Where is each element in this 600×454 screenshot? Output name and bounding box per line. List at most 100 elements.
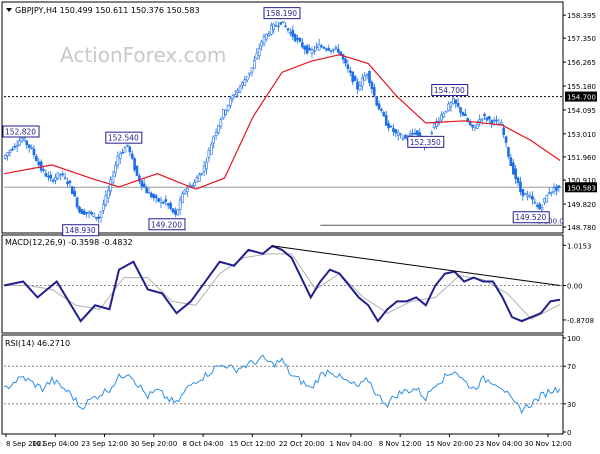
candle-body [97, 216, 100, 219]
x-axis-label: 15 Nov 20:00 [426, 440, 473, 448]
candle-body [253, 59, 256, 69]
candle-body [432, 123, 436, 128]
candle-body [495, 119, 498, 122]
candle-body [507, 147, 510, 157]
candle-body [44, 173, 48, 177]
candle-body [516, 177, 520, 184]
candle-body [464, 113, 467, 117]
candle-body [526, 194, 529, 197]
candle-body [212, 136, 215, 144]
symbol-dropdown-icon[interactable] [6, 8, 12, 12]
candle-body [205, 161, 208, 170]
candle-body [511, 162, 515, 175]
candle-body [260, 41, 263, 47]
macd-series [3, 244, 563, 323]
candle-body [186, 187, 189, 192]
price-callout-box [2, 125, 40, 138]
candle-body [174, 210, 177, 215]
candle-body [198, 174, 201, 182]
candle-body [346, 64, 350, 70]
candle-body [82, 210, 86, 215]
candle-body [552, 187, 556, 192]
candle-body [531, 195, 534, 200]
candle-body [111, 175, 115, 184]
price-tick-label: 153.010 [567, 131, 596, 139]
candle-body [377, 103, 381, 110]
macd-tick-label: -0.8708 [567, 317, 594, 325]
candle-body [303, 46, 307, 50]
price-callout-label: 152.350 [410, 138, 441, 147]
candle-body [329, 50, 333, 52]
candle-body [499, 122, 503, 125]
candle-body [473, 125, 477, 129]
candle-body [106, 189, 110, 199]
candle-body [166, 203, 170, 206]
candle-body [543, 198, 546, 203]
candle-body [126, 144, 129, 147]
candle-body [353, 76, 357, 81]
candle-body [109, 179, 112, 192]
candle-body [51, 179, 55, 182]
candle-body [265, 33, 268, 40]
candle-body [193, 182, 196, 186]
candle-body [20, 137, 24, 142]
callout-layer: 152.820 148.930 152.540 149.200 158.190 152.3… [2, 7, 550, 237]
candle-body [233, 94, 237, 98]
x-axis-label: 1 Nov 04:00 [330, 440, 373, 448]
candle-body [27, 144, 31, 148]
candle-body [384, 115, 388, 126]
candle-body [440, 114, 443, 121]
candle-body [169, 202, 172, 209]
rsi-panel-header: RSI(14) 46.2710 [5, 339, 70, 348]
candle-body [535, 205, 539, 207]
candle-body [301, 42, 304, 48]
candle-body [540, 206, 544, 210]
macd-tick-label: 1.0153 [567, 242, 592, 250]
price-callout-label: 148.930 [65, 226, 96, 235]
x-axis-label: 23 Sep 12:00 [81, 440, 128, 448]
macd-zero-marker [565, 280, 589, 291]
candle-body [221, 109, 225, 119]
candle-body [78, 206, 81, 213]
price-callout-label: 149.200 [151, 220, 182, 229]
candle-body [133, 158, 136, 171]
candle-body [279, 22, 283, 25]
x-axis-label: 15 Oct 12:00 [230, 440, 276, 448]
candle-body [171, 208, 175, 213]
candle-body [195, 177, 199, 183]
candle-body [30, 147, 33, 149]
candle-body [154, 195, 158, 198]
price-callout-box [512, 211, 550, 224]
candle-body [150, 193, 153, 198]
candle-body [449, 102, 453, 107]
x-axis-label: 22 Oct 20:00 [279, 440, 325, 448]
candle-body [183, 189, 187, 194]
candle-body [61, 173, 65, 176]
candle-body [104, 195, 108, 206]
candle-body [116, 156, 120, 166]
candle-body [447, 103, 450, 111]
candle-body [267, 33, 271, 36]
candle-body [3, 154, 7, 159]
current-price-marker [565, 182, 597, 193]
candle-body [317, 43, 321, 51]
main-panel-frame [1, 1, 564, 234]
candle-body [123, 147, 127, 153]
candle-body [315, 45, 319, 48]
candle-body [523, 192, 527, 195]
axis-layer: 158.395 157.350 156.265 155.180 154.095 153.0… [5, 12, 597, 448]
candle-body [514, 168, 517, 180]
candle-body [42, 169, 45, 171]
candle-body [478, 119, 482, 123]
macd-line [3, 244, 561, 323]
candle-body [85, 212, 88, 214]
rsi-tick-label: 70 [567, 363, 576, 371]
candle-body [135, 165, 139, 176]
price-callout-label: 149.520 [515, 213, 546, 222]
macd-trendline [272, 245, 561, 286]
candle-body [337, 48, 340, 53]
candle-body [238, 86, 242, 93]
candle-body [351, 71, 354, 82]
candle-body [147, 191, 151, 194]
candle-body [413, 132, 417, 135]
